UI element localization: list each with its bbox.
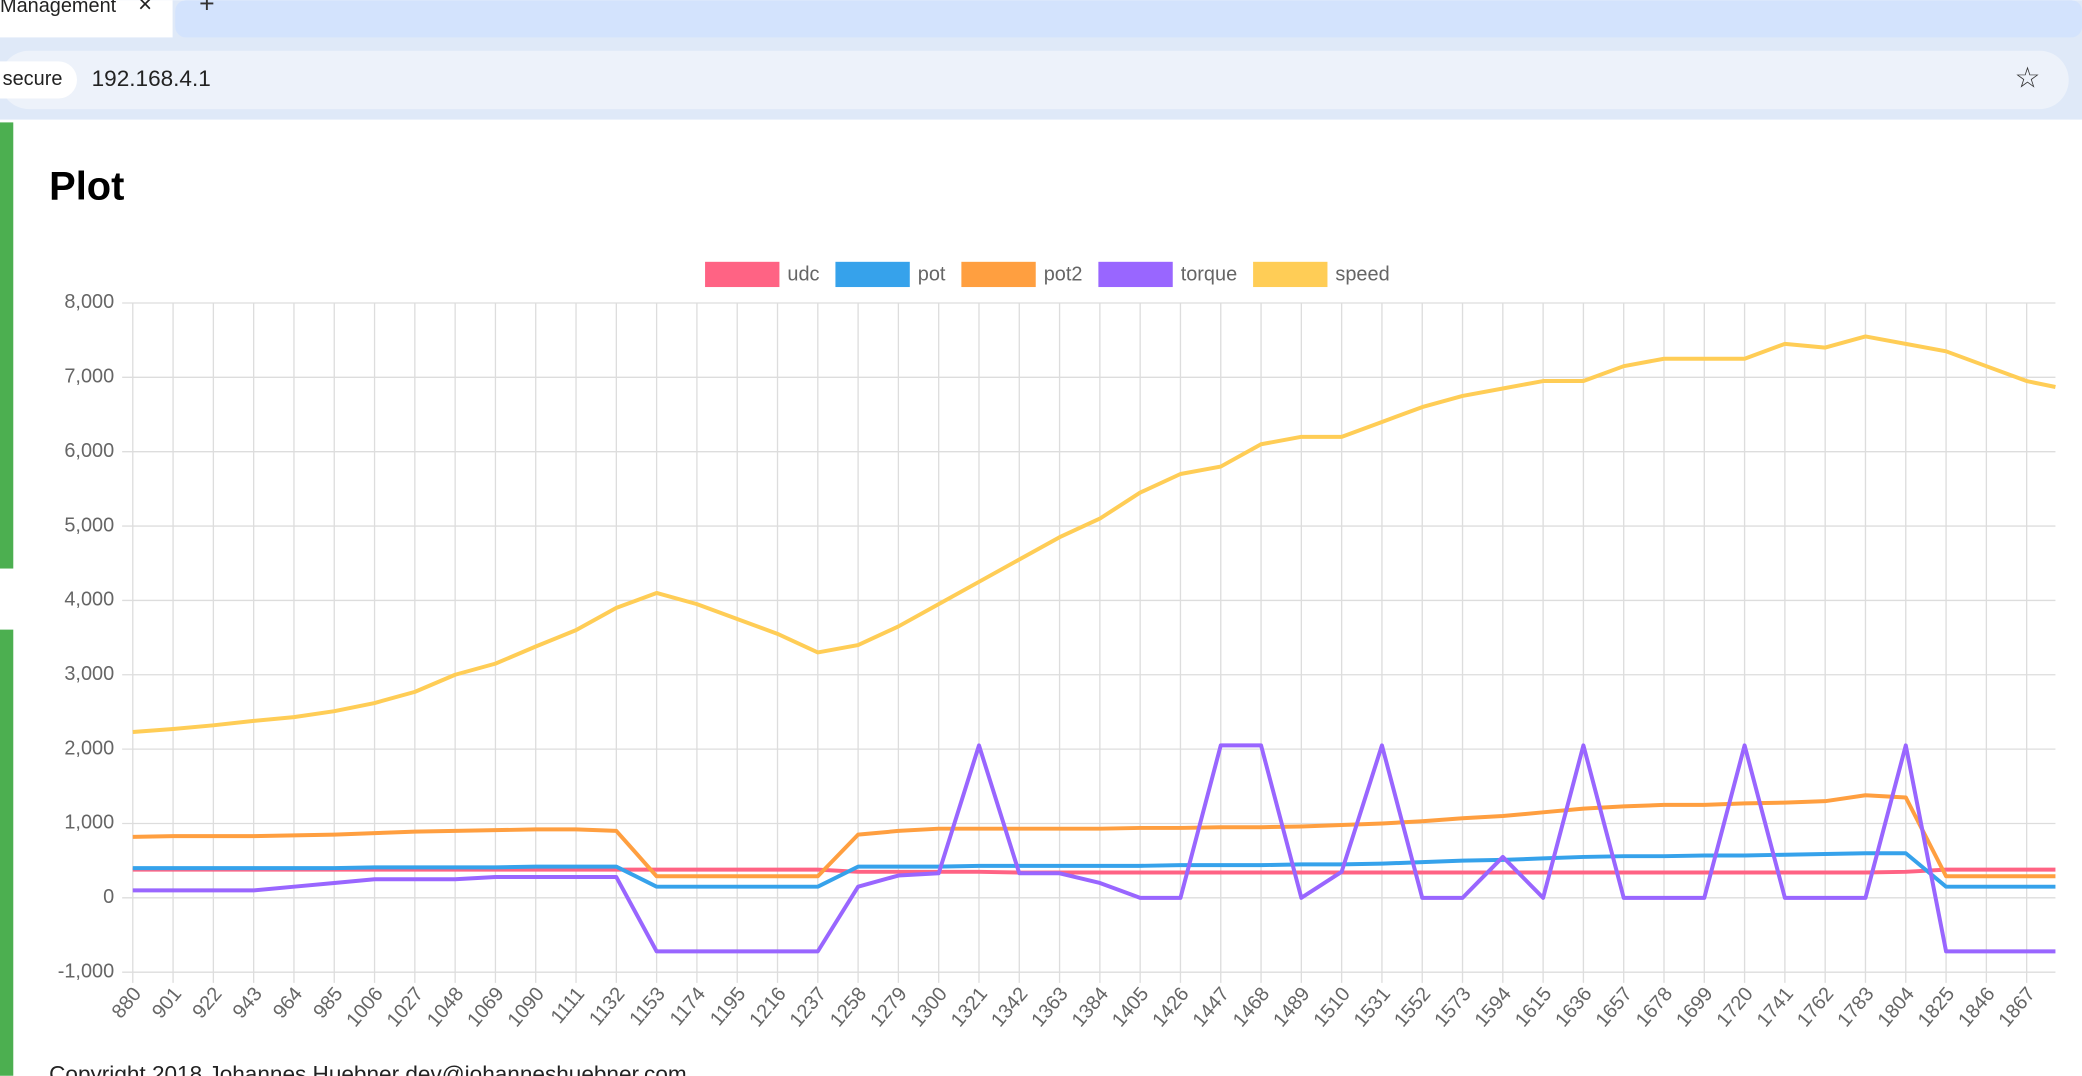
y-tick-label: 4,000 — [64, 589, 114, 611]
y-tick-label: 0 — [103, 886, 114, 908]
y-tick-label: 5,000 — [64, 514, 114, 536]
legend-label: pot2 — [1044, 263, 1083, 285]
security-chip[interactable] — [0, 61, 78, 99]
series-line — [132, 793, 2056, 879]
y-tick-label: 3,000 — [64, 663, 114, 685]
legend-swatch — [705, 261, 780, 288]
new-tab[interactable]: + — [199, 0, 215, 19]
legend-label: pot — [918, 263, 946, 285]
legend-label: speed — [1335, 263, 1389, 285]
tab-title: Management — [0, 0, 117, 17]
y-tick-label: -1,000 — [58, 960, 114, 982]
y-tick-label: 2,000 — [64, 737, 114, 759]
series-line — [132, 851, 2056, 889]
tab[interactable] — [0, 0, 173, 38]
series-line — [132, 867, 2056, 875]
y-tick-label: 7,000 — [64, 366, 114, 388]
legend-swatch — [1098, 261, 1173, 288]
tab-strip — [175, 0, 2082, 38]
y-tick-label: 8,000 — [64, 291, 114, 313]
side-bar — [0, 122, 14, 569]
heading: Plot — [49, 164, 124, 208]
close-icon[interactable]: × — [138, 0, 152, 18]
legend-label: udc — [787, 263, 819, 285]
legend-swatch — [961, 261, 1036, 288]
series-line — [132, 743, 2056, 954]
series-line — [132, 334, 2056, 735]
side-bar — [0, 629, 14, 1076]
star-icon[interactable]: ☆ — [2014, 63, 2040, 95]
legend-swatch — [1253, 261, 1328, 288]
y-tick-label: 1,000 — [64, 812, 114, 834]
url: 192.168.4.1 — [92, 66, 211, 91]
content — [0, 119, 2082, 1076]
footer: Copyright 2018 Johannes Huebner dev@joha… — [49, 1062, 687, 1076]
y-tick-label: 6,000 — [64, 440, 114, 462]
legend-label: torque — [1181, 263, 1237, 285]
legend-swatch — [835, 261, 910, 288]
security-text: secure — [3, 68, 63, 90]
address-bar[interactable] — [0, 50, 2069, 110]
